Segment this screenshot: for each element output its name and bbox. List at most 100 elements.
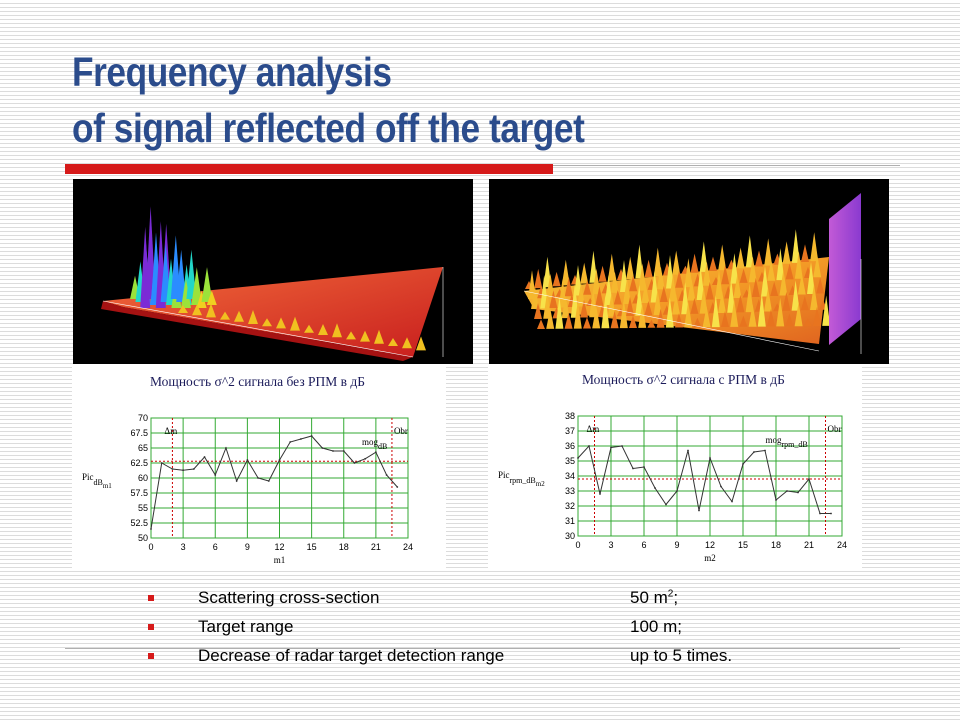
data-point	[753, 451, 755, 453]
surface-spike	[546, 308, 555, 329]
surface-spike	[528, 270, 536, 299]
surface-spike	[534, 268, 543, 289]
x-tick-label: 12	[705, 540, 715, 550]
surface-spike	[797, 273, 806, 295]
chart-panel-with-rpm: Мощность σ^2 сигнала с РПМ в дБ 0 3 6 9 12 15…	[488, 367, 862, 570]
surface-spike	[794, 251, 803, 279]
x-tick-label: 15	[307, 542, 317, 552]
surface-spike	[574, 265, 582, 296]
surface-spike	[755, 250, 763, 267]
x-tick-label: 0	[575, 540, 580, 550]
spectrum-3d-plot-without-rpm	[73, 179, 473, 364]
data-point	[310, 435, 313, 437]
data-point	[278, 459, 281, 461]
chart-panel-without-rpm: Мощность σ^2 сигнала без РПМ в дБ 0 3 6 9 12…	[72, 367, 446, 570]
data-series-line	[577, 444, 831, 514]
surface-spike	[757, 293, 766, 327]
x-tick-label: 9	[674, 540, 679, 550]
surface-spike	[388, 338, 398, 346]
x-tick-label: 24	[403, 542, 413, 552]
y-tick-label: 37	[565, 426, 575, 436]
surface-spike	[709, 256, 717, 271]
surface-spike	[684, 258, 693, 288]
surface-spike	[730, 299, 739, 327]
title-line-2: of signal reflected off the target	[72, 105, 585, 151]
x-tick-label: 18	[339, 542, 349, 552]
data-point	[676, 490, 678, 492]
data-point	[321, 447, 324, 449]
surface-spike	[647, 319, 656, 328]
surface-spike	[666, 254, 674, 289]
surface-spike	[776, 297, 785, 327]
spectrum-3d-plot-with-rpm	[489, 179, 889, 364]
surface-spike	[736, 247, 745, 269]
surface-spike	[580, 299, 588, 318]
surface-spike	[201, 278, 212, 302]
surface-spike	[644, 301, 653, 316]
surface-spike	[699, 286, 708, 314]
data-point	[698, 509, 700, 512]
surface-spike	[794, 302, 803, 327]
y-tick-label: 55	[138, 503, 148, 513]
y-tick-label: 36	[565, 441, 575, 451]
surface-spike	[623, 278, 631, 304]
y-tick-label: 50	[138, 533, 148, 543]
footer-divider	[65, 648, 900, 649]
data-point	[257, 477, 259, 479]
surface-spike	[592, 268, 601, 295]
surface-spike	[764, 287, 772, 312]
surface-spike	[764, 238, 773, 266]
y-tick-label: 34	[565, 471, 575, 481]
y-tick-label: 32	[565, 501, 575, 511]
annotation-delta-m: Δm	[164, 426, 177, 436]
annotation-mog: mogrpm_dB	[766, 435, 808, 449]
surface-spike	[580, 262, 589, 284]
bullet-marker-icon	[148, 653, 154, 659]
surface-spike	[681, 282, 690, 315]
surface-spike	[558, 278, 567, 308]
surface-spike	[690, 253, 699, 273]
surface-spike	[748, 304, 757, 327]
surface-spike	[346, 331, 356, 340]
surface-spike	[561, 259, 570, 286]
data-point	[610, 446, 612, 449]
surface-spike	[531, 286, 539, 309]
surface-spike	[767, 260, 776, 281]
surface-spike	[650, 270, 659, 303]
surface-spike	[733, 274, 742, 298]
surface-spike	[791, 229, 800, 263]
surface-spike	[537, 319, 545, 329]
surface-spike	[810, 232, 819, 262]
surface-spike	[730, 253, 739, 284]
bullet-marker-icon	[148, 595, 154, 601]
surface-spike	[416, 336, 426, 351]
bullet-label: Target range	[198, 617, 294, 636]
surface-spike	[601, 294, 610, 329]
y-tick-label: 70	[138, 413, 148, 423]
data-point	[300, 438, 302, 440]
annotation-delta-m: Δm	[587, 424, 600, 434]
surface-spike	[555, 296, 564, 329]
surface-spike	[675, 270, 684, 288]
surface-spike	[181, 279, 191, 308]
x-tick-label: 9	[245, 542, 250, 552]
y-tick-label: 65	[138, 443, 148, 453]
data-point	[808, 478, 810, 480]
data-point	[797, 491, 799, 494]
surface-spike	[791, 280, 800, 311]
data-point	[643, 466, 645, 468]
surface-spike	[711, 295, 720, 328]
surface-spike	[610, 310, 619, 329]
y-tick-label: 60	[138, 473, 148, 483]
annotation-mog: mogdB	[362, 437, 387, 451]
surface-spike	[196, 290, 207, 308]
y-tick-label: 52.5	[130, 518, 148, 528]
y-tick-label: 67.5	[130, 428, 148, 438]
surface-spike	[626, 296, 634, 316]
data-point	[374, 451, 377, 454]
bullet-value: up to 5 times.	[630, 646, 733, 665]
annotation-obr: Obr	[394, 426, 408, 436]
surface-spike	[761, 266, 769, 297]
surface-spike	[785, 263, 794, 280]
surface-spike	[693, 317, 702, 328]
